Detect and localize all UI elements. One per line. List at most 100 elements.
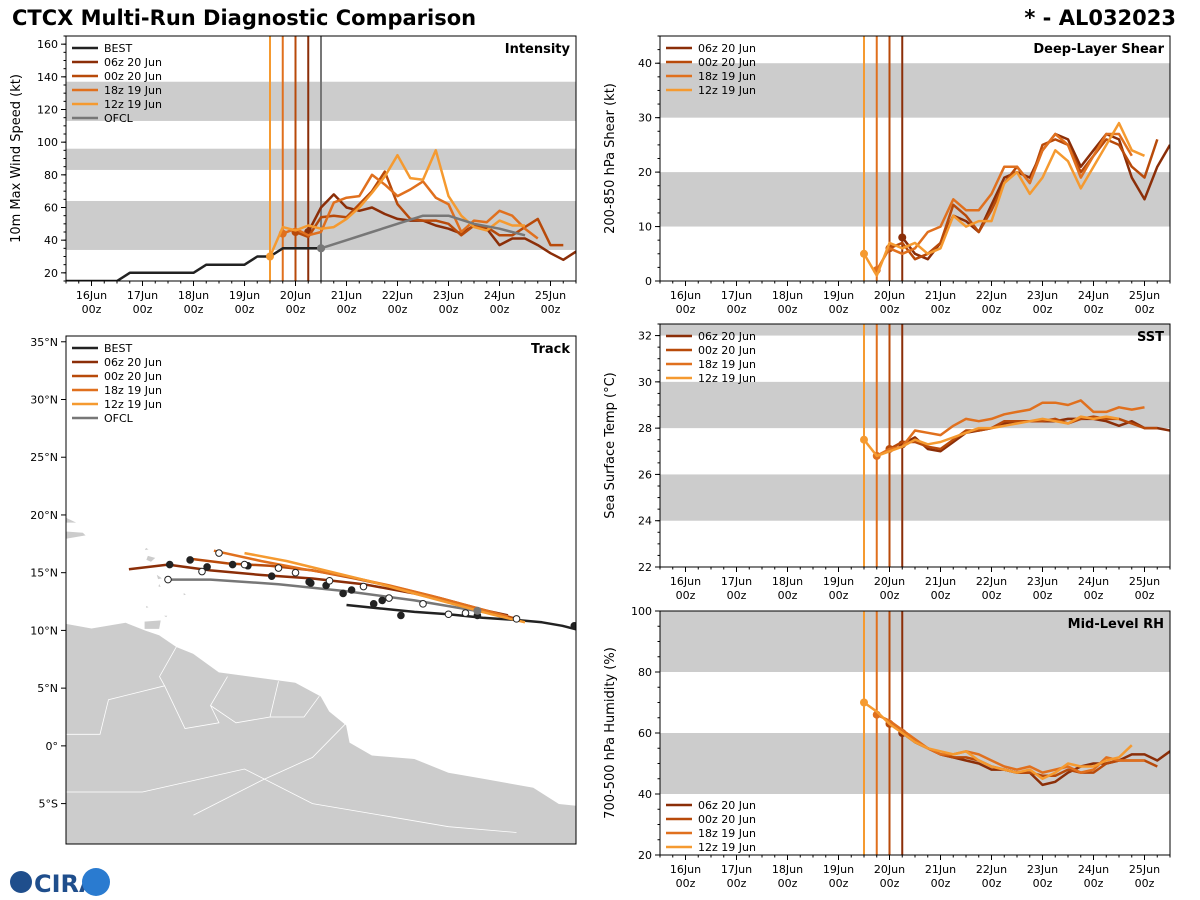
x-tick-label: 00z (778, 877, 798, 890)
x-tick-label: 17Jun (721, 575, 752, 588)
x-tick-label: 00z (1135, 589, 1155, 602)
series-start-point (317, 244, 325, 253)
puerto-rico-land (66, 530, 88, 540)
border-suriname (210, 681, 279, 724)
x-tick-label: 20Jun (874, 289, 905, 302)
y-tick-label: 20°N (30, 509, 58, 522)
series-start-point (898, 233, 907, 242)
panel-track: 5°S 0° 5°N 10°N 15°N 20°N 25°N 30°N 35°N Track BES… (30, 335, 577, 845)
y-tick-label: 20 (638, 849, 652, 862)
track-point (215, 549, 223, 557)
y-tick-label: 160 (37, 38, 58, 51)
track-point (347, 586, 356, 594)
y-tick-label: 100 (37, 136, 58, 149)
x-tick-label: 18Jun (178, 289, 209, 302)
border-french-guiana (270, 695, 320, 718)
track-point (359, 582, 368, 591)
legend-label: 06z 20 Jun (698, 42, 756, 55)
x-tick-label: 00z (676, 303, 696, 316)
x-tick-label: 00z (1033, 877, 1053, 890)
x-tick-label: 00z (1033, 303, 1053, 316)
x-tick-label: 23Jun (1027, 289, 1058, 302)
x-tick-label: 00z (931, 877, 951, 890)
legend-label: BEST (104, 42, 132, 55)
x-tick-label: 22Jun (976, 575, 1007, 588)
series-line (282, 173, 539, 240)
legend-label: 00z 20 Jun (698, 813, 756, 826)
tobago-land (161, 615, 169, 619)
logo-badge-icon (82, 868, 110, 896)
panel-intensity: 2040608010012014016016Jun00z17Jun00z18Ju… (9, 35, 577, 316)
shaded-band (660, 611, 1170, 672)
y-tick-label: 5°N (37, 682, 58, 695)
series-start-point (860, 435, 868, 444)
x-tick-label: 21Jun (925, 289, 956, 302)
panel-shear: 01020304016Jun00z17Jun00z18Jun00z19Jun00… (603, 35, 1171, 316)
shaded-band (660, 381, 1170, 429)
legend-label: 18z 19 Jun (698, 358, 756, 371)
series-line (244, 551, 526, 624)
legend-label: 12z 19 Jun (698, 841, 756, 854)
y-tick-label: 80 (638, 666, 652, 679)
legend-label: OFCL (104, 112, 134, 125)
series-line (66, 247, 321, 281)
legend-label: 12z 19 Jun (104, 398, 162, 411)
y-tick-label: 140 (37, 71, 58, 84)
south-america-land (66, 621, 576, 844)
legend-label: 18z 19 Jun (698, 70, 756, 83)
x-tick-label: 00z (133, 303, 153, 316)
x-tick-label: 23Jun (1027, 863, 1058, 876)
y-tick-label: 0 (645, 275, 652, 288)
x-tick-label: 00z (439, 303, 459, 316)
x-tick-label: 22Jun (976, 289, 1007, 302)
border-venezuela (66, 646, 177, 735)
x-tick-label: 00z (982, 877, 1002, 890)
series-line (295, 170, 564, 247)
track-point (274, 564, 283, 572)
x-tick-label: 18Jun (772, 863, 803, 876)
x-tick-label: 19Jun (823, 575, 854, 588)
x-tick-label: 00z (388, 303, 408, 316)
border-brazil-states-2 (193, 722, 347, 816)
x-tick-label: 00z (829, 589, 849, 602)
x-tick-label: 24Jun (1078, 289, 1109, 302)
legend-label: BEST (104, 342, 132, 355)
trinidad-land (143, 619, 162, 630)
x-tick-label: 18Jun (772, 289, 803, 302)
x-tick-label: 19Jun (823, 289, 854, 302)
series-line (876, 399, 1145, 457)
x-tick-label: 21Jun (925, 575, 956, 588)
legend-label: 00z 20 Jun (698, 344, 756, 357)
x-tick-label: 00z (1135, 303, 1155, 316)
track-point (461, 609, 470, 617)
y-tick-label: 22 (638, 561, 652, 574)
track-point (378, 596, 387, 605)
panel-title: Mid-Level RH (1068, 617, 1164, 632)
x-tick-label: 16Jun (76, 289, 107, 302)
shaded-band (660, 63, 1170, 118)
legend-label: 00z 20 Jun (104, 370, 162, 383)
x-tick-label: 00z (727, 303, 747, 316)
x-tick-label: 24Jun (484, 289, 515, 302)
plot-area-shear (660, 36, 1170, 281)
legend-label: 12z 19 Jun (104, 98, 162, 111)
x-tick-label: 00z (1084, 589, 1104, 602)
hispaniola-land (66, 516, 79, 524)
x-tick-label: 00z (880, 877, 900, 890)
series-line (346, 603, 576, 631)
storm-id: * - AL032023 (1024, 6, 1176, 30)
y-tick-label: 28 (638, 422, 652, 435)
y-tick-label: 30°N (30, 394, 58, 407)
track-point (291, 568, 300, 577)
y-tick-label: 80 (44, 169, 58, 182)
track-point (369, 600, 378, 608)
shaded-band (660, 474, 1170, 521)
series-line (875, 132, 1133, 271)
series-start-point (266, 252, 274, 261)
x-tick-label: 19Jun (823, 863, 854, 876)
track-point (385, 594, 393, 602)
